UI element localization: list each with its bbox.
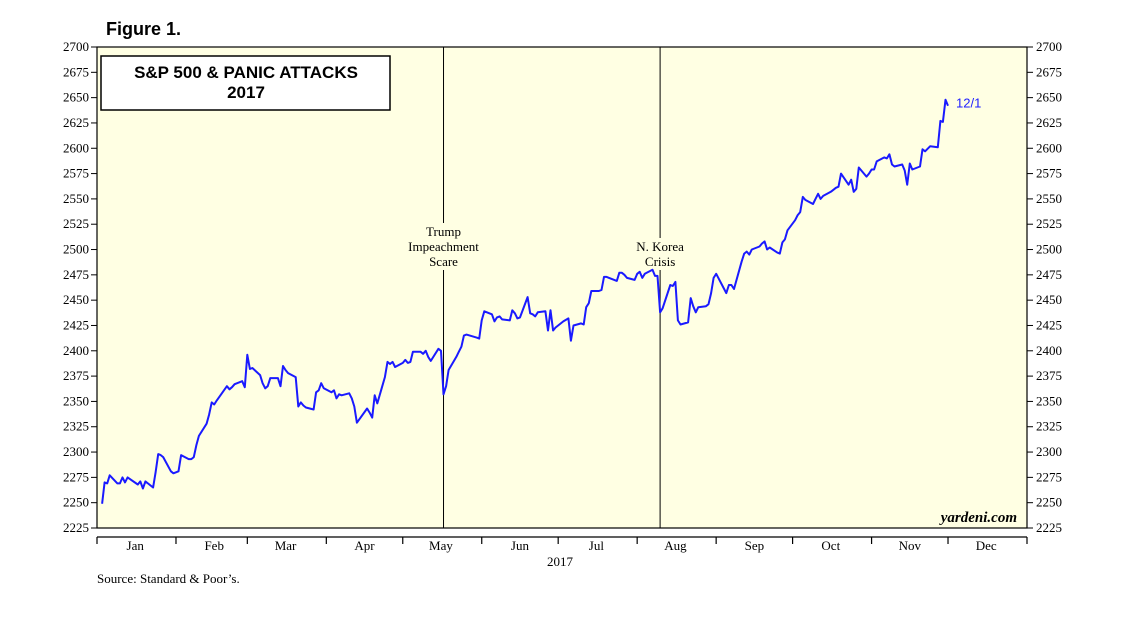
- y-tick-label-left: 2700: [63, 39, 89, 54]
- y-tick-label-right: 2600: [1036, 140, 1062, 155]
- y-tick-label-right: 2325: [1036, 419, 1062, 434]
- y-tick-label-left: 2375: [63, 368, 89, 383]
- x-tick-label: Jun: [511, 538, 530, 553]
- y-tick-label-right: 2350: [1036, 393, 1062, 408]
- x-tick-label: Mar: [275, 538, 297, 553]
- x-tick-label: Oct: [821, 538, 840, 553]
- event-label: Crisis: [645, 254, 675, 269]
- x-axis-label: 2017: [547, 554, 574, 569]
- chart-title: S&P 500 & PANIC ATTACKS: [134, 63, 358, 82]
- x-tick-label: Aug: [664, 538, 687, 553]
- x-tick-label: Feb: [204, 538, 224, 553]
- y-tick-label-left: 2275: [63, 469, 89, 484]
- y-tick-label-right: 2625: [1036, 115, 1062, 130]
- y-tick-label-left: 2525: [63, 216, 89, 231]
- y-tick-label-right: 2575: [1036, 166, 1062, 181]
- y-tick-label-left: 2250: [63, 495, 89, 510]
- y-tick-label-right: 2400: [1036, 343, 1062, 358]
- event-label-bg: [399, 223, 488, 270]
- y-tick-label-right: 2475: [1036, 267, 1062, 282]
- y-tick-label-right: 2425: [1036, 317, 1062, 332]
- x-tick-label: May: [429, 538, 453, 553]
- source-note: Source: Standard & Poor’s.: [97, 571, 240, 586]
- chart-subtitle: 2017: [227, 83, 265, 102]
- y-tick-label-right: 2450: [1036, 292, 1062, 307]
- title-box-frame: [100, 55, 391, 111]
- y-tick-label-left: 2400: [63, 343, 89, 358]
- event-label: Trump: [426, 224, 461, 239]
- y-tick-label-left: 2450: [63, 292, 89, 307]
- y-tick-label-left: 2300: [63, 444, 89, 459]
- event-label: Scare: [429, 254, 458, 269]
- title-box: S&P 500 & PANIC ATTACKS 2017: [100, 55, 391, 111]
- y-tick-label-left: 2500: [63, 242, 89, 257]
- y-axis-right: 2225 2250 2275 2300 2325 2350 2375 2400 2425 2450…: [1027, 39, 1062, 535]
- event-label: N. Korea: [636, 239, 684, 254]
- plot-area: [96, 46, 1028, 529]
- y-tick-label-right: 2700: [1036, 39, 1062, 54]
- y-tick-label-left: 2650: [63, 90, 89, 105]
- y-tick-label-left: 2575: [63, 166, 89, 181]
- y-tick-label-right: 2225: [1036, 520, 1062, 535]
- event-label: Impeachment: [408, 239, 479, 254]
- x-tick-label: Dec: [976, 538, 997, 553]
- x-tick-label: Apr: [354, 538, 375, 553]
- y-tick-label-left: 2425: [63, 317, 89, 332]
- y-tick-label-left: 2475: [63, 267, 89, 282]
- y-tick-label-right: 2675: [1036, 64, 1062, 79]
- end-date-label: 12/1: [956, 96, 981, 111]
- x-tick-label: Sep: [745, 538, 765, 553]
- y-tick-label-left: 2550: [63, 191, 89, 206]
- y-tick-label-right: 2375: [1036, 368, 1062, 383]
- y-tick-label-right: 2300: [1036, 444, 1062, 459]
- x-axis: Jan Feb Mar Apr May Jun Jul Aug Sep Oct Nov Dec: [96, 536, 1028, 553]
- sp500-series-line: [101, 98, 949, 504]
- x-tick-label: Jul: [589, 538, 605, 553]
- y-tick-label-right: 2500: [1036, 242, 1062, 257]
- y-tick-label-right: 2250: [1036, 495, 1062, 510]
- y-tick-label-right: 2650: [1036, 90, 1062, 105]
- y-tick-label-left: 2600: [63, 140, 89, 155]
- y-tick-label-left: 2675: [63, 64, 89, 79]
- watermark: yardeni.com: [939, 510, 1017, 526]
- y-tick-label-right: 2275: [1036, 469, 1062, 484]
- x-tick-label: Jan: [127, 538, 145, 553]
- y-tick-label-right: 2525: [1036, 216, 1062, 231]
- x-tick-label: Nov: [899, 538, 922, 553]
- y-tick-label-left: 2225: [63, 520, 89, 535]
- y-tick-label-left: 2350: [63, 393, 89, 408]
- y-tick-label-right: 2550: [1036, 191, 1062, 206]
- y-tick-label-left: 2625: [63, 115, 89, 130]
- y-tick-label-left: 2325: [63, 419, 89, 434]
- y-axis-left: 2225 2250 2275 2300 2325 2350 2375 2400 2425 2450…: [63, 39, 97, 535]
- figure-label: Figure 1.: [106, 19, 181, 39]
- event-label-bg: [616, 238, 705, 270]
